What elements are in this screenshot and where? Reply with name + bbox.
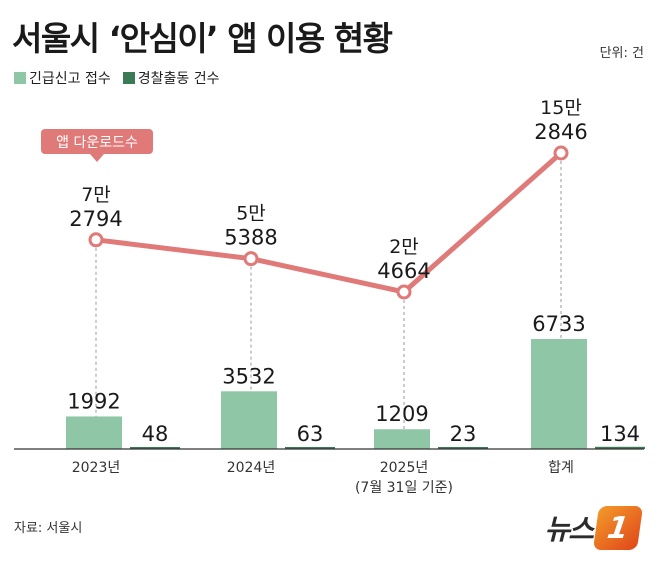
line-callout-pointer (90, 154, 104, 162)
line-label-bottom-0: 2794 (69, 207, 122, 231)
bar-reports-2 (374, 429, 430, 449)
line-label-top-1: 5만 (236, 203, 266, 225)
line-label-top-0: 7만 (81, 184, 111, 206)
bar-reports-1 (221, 391, 277, 449)
x-tick-label-0: 2023년 (72, 460, 121, 476)
line-callout-label: 앱 다운로드수 (56, 135, 138, 151)
x-tick-label-3: 합계 (548, 460, 574, 476)
legend-label-reports: 긴급신고 접수 (29, 71, 111, 87)
legend-item-dispatch: 경찰출동 건수 (122, 68, 220, 88)
line-label-top-3: 15만 (540, 97, 582, 119)
line-label-bottom-2: 4664 (377, 259, 430, 283)
x-tick-label-2: 2025년 (380, 460, 429, 476)
logo-text: 뉴스 (544, 513, 594, 546)
bar-label-dispatch-1: 63 (297, 422, 324, 446)
logo-badge: 1 (592, 506, 644, 550)
bar-reports-0 (66, 416, 122, 449)
bar-dispatch-2 (438, 447, 488, 449)
x-tick-sublabel-2: (7월 31일 기준) (355, 480, 453, 496)
legend-swatch-reports (14, 72, 26, 84)
x-tick-label-1: 2024년 (227, 460, 276, 476)
line-label-bottom-1: 5388 (224, 226, 277, 250)
chart-title: 서울시 ‘안심이’ 앱 이용 현황 (12, 19, 393, 58)
source-note: 자료: 서울시 (14, 521, 83, 536)
unit-label: 단위: 건 (599, 46, 644, 61)
bar-label-dispatch-3: 134 (600, 422, 640, 446)
line-point-0 (88, 232, 104, 248)
bar-dispatch-0 (130, 447, 180, 449)
line-point-1 (243, 251, 259, 267)
line-point-2 (396, 284, 412, 300)
bar-label-reports-1: 3532 (222, 364, 275, 388)
legend-swatch-dispatch (122, 72, 135, 84)
news1-logo: 뉴스 1 (544, 506, 644, 550)
legend: 긴급신고 접수 경찰출동 건수 (14, 68, 219, 88)
line-point-3 (553, 145, 569, 161)
bar-label-reports-3: 6733 (532, 312, 585, 336)
legend-label-dispatch: 경찰출동 건수 (137, 71, 220, 87)
legend-item-reports: 긴급신고 접수 (14, 68, 111, 88)
line-label-bottom-3: 2846 (534, 120, 587, 144)
line-label-top-2: 2만 (389, 236, 419, 258)
line-callout-box (41, 129, 153, 154)
line-downloads (93, 150, 564, 295)
bar-reports-3 (531, 339, 587, 449)
bar-dispatch-1 (285, 447, 335, 449)
bar-label-dispatch-0: 48 (142, 422, 169, 446)
bar-dispatch-3 (595, 446, 645, 449)
bar-label-reports-2: 1209 (375, 402, 428, 426)
bar-label-dispatch-2: 23 (450, 422, 477, 446)
bar-label-reports-0: 1992 (67, 389, 120, 413)
